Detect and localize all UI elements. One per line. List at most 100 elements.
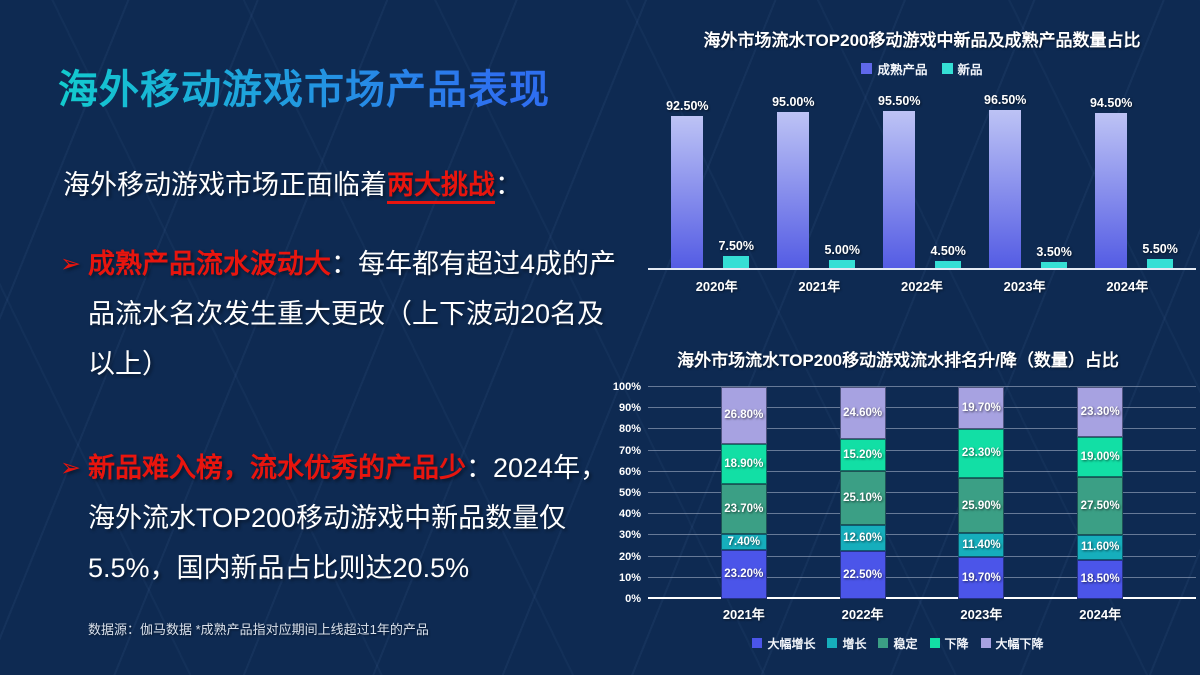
segment-value-label: 23.20%: [724, 568, 764, 581]
bar-column: 95.50%: [878, 94, 920, 268]
bar-value-label: 95.50%: [878, 94, 921, 109]
intro-suffix: ：: [495, 170, 522, 200]
bar-mature-2021年: [777, 112, 810, 268]
segment-increase-2024年: 11.60%: [1077, 535, 1124, 560]
legend-item-big-increase: 大幅增长: [752, 635, 815, 652]
legend-item-big-decline: 大幅下降: [980, 635, 1044, 652]
segment-value-label: 11.60%: [1081, 541, 1120, 554]
chart-legend: 成熟产品 新品: [648, 59, 1196, 78]
x-axis-label: 2024年: [1079, 606, 1122, 622]
segment-increase-2022年: 12.60%: [839, 524, 886, 552]
chart-plot-area: 0% 10% 20% 30% 40% 50% 60% 70% 80% 90% 100% 23.20% 7…: [613, 381, 1196, 605]
legend-swatch-icon: [827, 638, 838, 649]
segment-increase-2021年: 7.40%: [720, 534, 767, 550]
x-axis-label: 2023年: [960, 606, 1003, 622]
stacked-bars: 23.20% 7.40% 23.70% 18.90% 26.80% 22.50% 12.60…: [648, 386, 1196, 599]
legend-label: 成熟产品: [877, 62, 928, 77]
x-axis-labels: 2020年 2021年 2022年 2023年 2024年: [648, 276, 1196, 295]
legend-label: 稳定: [893, 636, 918, 651]
legend-swatch-icon: [861, 62, 873, 74]
segment-value-label: 25.90%: [961, 499, 1001, 512]
legend-swatch-icon: [752, 638, 763, 649]
segment-big-increase-2021年: 23.20%: [720, 549, 767, 599]
segment-value-label: 7.40%: [727, 535, 761, 548]
segment-big-increase-2022年: 22.50%: [839, 551, 886, 599]
segment-value-label: 25.10%: [843, 491, 883, 504]
y-tick-label: 70%: [618, 444, 641, 457]
gridline: [648, 596, 1196, 599]
legend-item-decline: 下降: [929, 635, 969, 652]
y-tick-label: 50%: [618, 486, 641, 499]
segment-big-increase-2024年: 18.50%: [1077, 559, 1124, 599]
segment-value-label: 12.60%: [843, 531, 883, 544]
segment-value-label: 11.40%: [962, 539, 1001, 552]
gridline: [648, 385, 1196, 387]
segment-decline-2021年: 18.90%: [720, 443, 767, 484]
legend-item-new: 新品: [941, 59, 983, 78]
segment-value-label: 18.90%: [724, 457, 764, 470]
segment-decline-2023年: 23.30%: [958, 428, 1005, 479]
bar-mature-2024年: [1095, 112, 1128, 268]
y-tick-label: 90%: [618, 402, 641, 415]
bullet-arrow-icon: ➢: [60, 250, 81, 278]
bar-group-2020年: 92.50% 7.50%: [666, 99, 754, 268]
gridline: [648, 449, 1196, 451]
segment-value-label: 19.70%: [961, 572, 1001, 585]
segment-value-label: 24.60%: [843, 407, 883, 420]
segment-decline-2024年: 19.00%: [1077, 436, 1124, 477]
bar-value-label: 96.50%: [984, 92, 1027, 107]
segment-stable-2023年: 25.90%: [958, 478, 1005, 534]
y-tick-label: 30%: [618, 529, 641, 542]
bar-value-label: 95.00%: [772, 95, 815, 110]
segment-stable-2024年: 27.50%: [1077, 476, 1124, 536]
bullet-new-products-struggle: ➢ 新品难入榜，流水优秀的产品少：2024年，海外流水TOP200移动游戏中新品数…: [60, 444, 622, 594]
chart-legend: 大幅增长 增长 稳定 下降 大幅下降: [600, 635, 1196, 652]
segment-big-decline-2021年: 26.80%: [720, 386, 767, 444]
bar-column: 92.50%: [666, 99, 709, 268]
gridline: [648, 470, 1196, 472]
bar-value-label: 7.50%: [718, 238, 754, 253]
legend-label: 增长: [842, 636, 867, 651]
bar-new-2021年: [829, 259, 856, 268]
bullet-mature-product-volatility: ➢ 成熟产品流水波动大：每年都有超过4成的产品流水名次发生重大更改（上下波动20名…: [60, 240, 622, 390]
bar-column: 4.50%: [930, 244, 966, 268]
gridline: [648, 576, 1196, 578]
bar-value-label: 92.50%: [666, 99, 709, 114]
x-axis-labels: 2021年 2022年 2023年 2024年: [648, 604, 1196, 623]
segment-value-label: 18.50%: [1080, 573, 1120, 586]
gridline: [648, 534, 1196, 536]
segment-increase-2023年: 11.40%: [958, 533, 1005, 558]
segment-big-decline-2023年: 19.70%: [958, 386, 1005, 429]
y-tick-label: 10%: [618, 571, 641, 584]
legend-label: 新品: [957, 62, 983, 77]
bar-group-2023年: 96.50% 3.50%: [984, 93, 1072, 268]
gridline: [648, 428, 1196, 430]
x-axis-label: 2020年: [695, 278, 738, 294]
legend-swatch-icon: [980, 638, 991, 649]
source-footnote: 数据源：伽马数据 *成熟产品指对应期间上线超过1年的产品: [88, 622, 429, 637]
bullet-highlight: 新品难入榜，流水优秀的产品少: [88, 453, 466, 483]
bar-value-label: 5.00%: [824, 242, 860, 257]
gridline: [648, 555, 1196, 557]
bar-column: 95.00%: [772, 95, 814, 268]
bar-value-label: 5.50%: [1142, 241, 1178, 256]
segment-value-label: 19.70%: [961, 401, 1001, 414]
segment-value-label: 23.30%: [961, 447, 1001, 460]
bar-value-label: 3.50%: [1036, 245, 1072, 260]
bullet-text: ：2024年，海外流水TOP200移动游戏中新品数量仅5.5%，国内新品占比则达…: [88, 453, 608, 583]
bar-group-2024年: 94.50% 5.50%: [1090, 96, 1178, 268]
chart-rank-change-share: 海外市场流水TOP200移动游戏流水排名升/降（数量）占比 0% 10% 20% 30…: [600, 350, 1196, 652]
bar-mature-2020年: [671, 116, 704, 268]
segment-value-label: 27.50%: [1080, 499, 1120, 512]
bar-mature-2023年: [989, 109, 1022, 268]
chart-plot-area: 92.50% 7.50% 95.00% 5.00% 95.50% 4.50% 96.50% 3…: [648, 88, 1196, 270]
chart-new-vs-mature-products: 海外市场流水TOP200移动游戏中新品及成熟产品数量占比 成熟产品 新品 92.5…: [648, 30, 1196, 295]
legend-label: 大幅增长: [767, 636, 816, 651]
bar-new-2024年: [1147, 258, 1174, 268]
segment-big-decline-2022年: 24.60%: [839, 386, 886, 440]
bar-column: 96.50%: [984, 93, 1026, 268]
x-axis-label: 2022年: [901, 278, 943, 294]
gridline: [648, 491, 1196, 493]
legend-item-stable: 稳定: [878, 635, 918, 652]
x-axis-label: 2022年: [841, 606, 884, 622]
